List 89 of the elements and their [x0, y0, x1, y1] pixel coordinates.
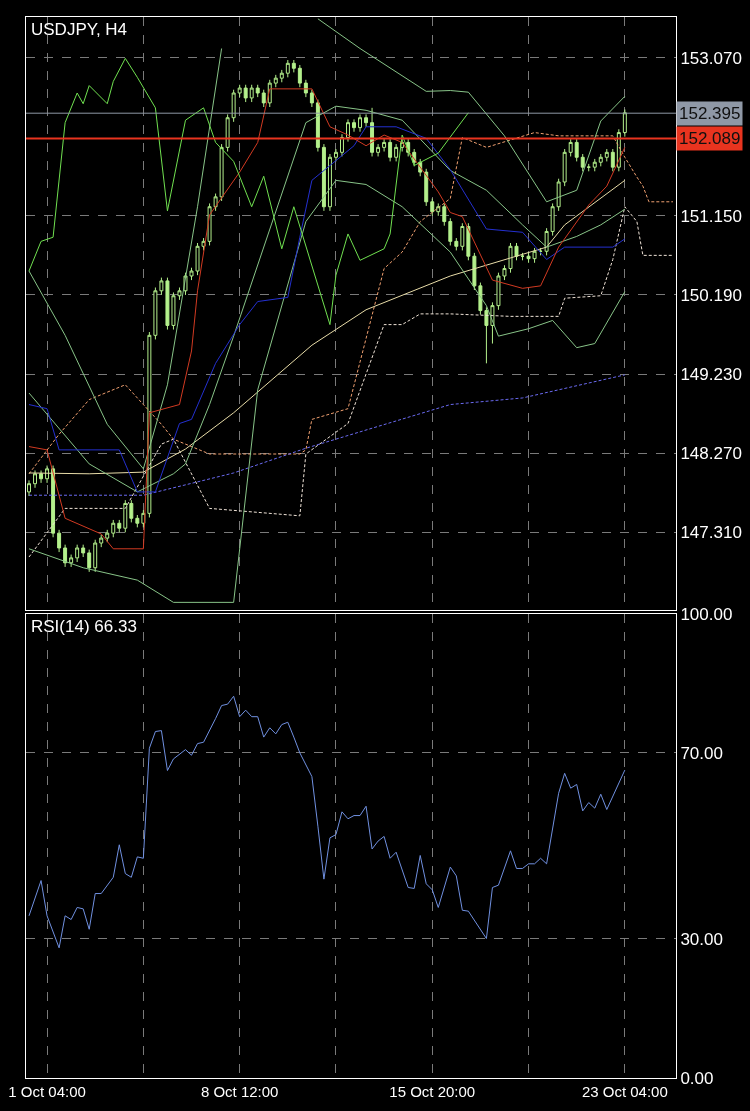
- y-tick-label: 147.310: [680, 523, 742, 543]
- candlestick: [291, 59, 296, 73]
- candlestick: [358, 113, 362, 133]
- candlestick: [442, 202, 447, 227]
- candlestick: [333, 148, 338, 162]
- candlestick: [255, 84, 260, 98]
- candlestick: [460, 222, 465, 251]
- candlestick: [592, 158, 597, 172]
- candlestick: [321, 143, 326, 212]
- y-tick-label: 149.230: [680, 365, 742, 385]
- candlestick: [550, 202, 555, 237]
- candlestick: [580, 153, 585, 172]
- line-series: [28, 695, 626, 949]
- line-series: [28, 179, 626, 603]
- candlestick: [454, 237, 459, 251]
- candlestick: [285, 59, 290, 78]
- candlestick: [231, 89, 236, 123]
- y-tick-label: 148.270: [680, 444, 742, 464]
- candlestick: [279, 69, 284, 83]
- line-series: [28, 179, 626, 475]
- y-tick-label: 30.00: [680, 929, 723, 949]
- candlestick: [315, 99, 320, 153]
- candlestick: [622, 108, 627, 138]
- candlestick: [243, 84, 248, 103]
- candlestick: [430, 197, 435, 217]
- y-tick-label: 0.00: [680, 1068, 714, 1088]
- candlestick: [261, 89, 266, 108]
- x-tick-label: 1 Oct 04:00: [8, 1082, 86, 1100]
- candlestick: [297, 64, 302, 88]
- x-tick-label: 15 Oct 20:00: [389, 1082, 476, 1100]
- candlestick: [129, 499, 134, 523]
- y-tick-label: 153.070: [680, 48, 742, 68]
- candlestick: [45, 465, 50, 484]
- candlestick: [327, 153, 332, 212]
- candlestick: [364, 113, 369, 128]
- y-tick-label: 100.00: [680, 604, 733, 624]
- candlestick: [33, 469, 37, 489]
- candlestick: [75, 544, 80, 563]
- candlestick: [448, 217, 453, 246]
- chart-title: RSI(14) 66.33: [31, 617, 137, 636]
- x-tick-label: 8 Oct 12:00: [200, 1082, 279, 1100]
- line-series: [28, 88, 626, 550]
- y-tick-label: 150.190: [680, 285, 742, 305]
- candlestick: [598, 153, 603, 167]
- candlestick: [376, 143, 381, 157]
- candlestick: [568, 138, 573, 157]
- candlestick: [81, 544, 86, 558]
- candlestick: [27, 479, 31, 497]
- candlestick: [123, 499, 128, 533]
- candlestick: [69, 554, 74, 568]
- candlestick: [388, 138, 393, 162]
- y-tick-label: 70.00: [680, 743, 723, 763]
- line-series: [28, 374, 626, 496]
- candlestick: [237, 84, 242, 98]
- line-series: [28, 206, 674, 558]
- candlestick: [39, 469, 44, 484]
- candlestick: [556, 178, 561, 212]
- candlestick: [466, 222, 471, 261]
- candlestick: [604, 148, 609, 162]
- candlestick: [436, 202, 441, 217]
- candlestick: [610, 148, 615, 172]
- y-tick-label: 151.150: [680, 206, 742, 226]
- line-series: [28, 47, 223, 470]
- line-series: [28, 57, 469, 326]
- candlestick: [544, 227, 549, 256]
- candlestick: [382, 138, 387, 153]
- candlestick: [57, 529, 62, 553]
- candlestick: [424, 168, 429, 207]
- candlestick: [87, 549, 92, 573]
- candlestick: [273, 74, 278, 88]
- candlestick: [352, 118, 356, 133]
- candlestick: [63, 544, 68, 568]
- candlestick: [562, 148, 567, 187]
- candlestick: [117, 519, 122, 533]
- candlestick: [135, 514, 140, 528]
- candlestick: [93, 539, 98, 573]
- candlestick: [309, 89, 314, 108]
- ref-line-label: 152.395: [679, 104, 741, 123]
- candlestick: [394, 143, 399, 162]
- candlestick: [225, 113, 230, 153]
- candlestick: [574, 138, 579, 162]
- x-tick-label: 23 Oct 04:00: [581, 1082, 668, 1100]
- candlestick: [249, 84, 254, 103]
- candlestick: [111, 519, 116, 538]
- candlestick: [105, 529, 110, 543]
- candlestick: [99, 534, 104, 548]
- chart-title: USDJPY, H4: [31, 20, 128, 39]
- ref-line-label: 152.089: [679, 129, 741, 148]
- line-series: [317, 18, 626, 203]
